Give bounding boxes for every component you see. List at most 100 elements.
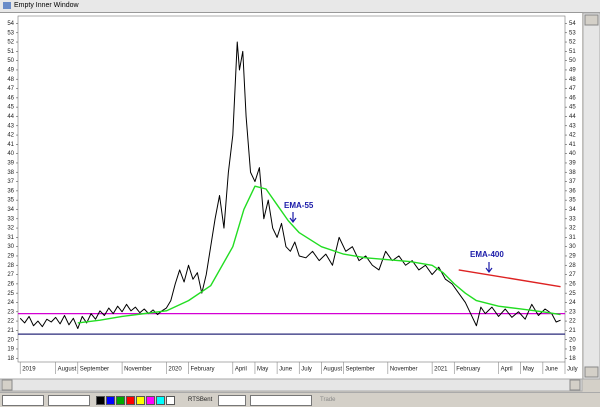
x-tick-label: September <box>346 367 375 373</box>
y-tick-label: 33 <box>7 216 14 222</box>
y-tick-label: 21 <box>7 328 14 334</box>
y-tick-label: 36 <box>569 188 576 194</box>
y-tick-label: 44 <box>569 114 576 120</box>
x-tick-label: June <box>545 367 559 373</box>
y-tick-label: 53 <box>7 30 14 36</box>
y-tick-label: 45 <box>7 105 14 111</box>
y-tick-label: 18 <box>7 356 14 362</box>
y-tick-label: 49 <box>569 68 576 74</box>
y-tick-label: 46 <box>7 95 14 101</box>
y-tick-label: 37 <box>7 179 14 185</box>
y-tick-label: 24 <box>7 300 14 306</box>
y-tick-label: 47 <box>7 86 14 92</box>
series-line <box>77 185 561 324</box>
y-tick-label: 30 <box>7 244 14 250</box>
x-tick-label: 2019 <box>22 367 36 373</box>
y-tick-label: 18 <box>569 356 576 362</box>
y-tick-label: 52 <box>7 40 14 46</box>
y-tick-label: 31 <box>7 235 14 241</box>
y-tick-label: 23 <box>569 309 576 315</box>
y-tick-label: 52 <box>569 40 576 46</box>
y-tick-label: 31 <box>569 235 576 241</box>
y-tick-label: 32 <box>569 226 576 232</box>
y-tick-label: 54 <box>7 21 14 27</box>
y-tick-label: 38 <box>7 170 14 176</box>
x-tick-label: 2021 <box>434 367 448 373</box>
y-tick-label: 34 <box>7 207 14 213</box>
y-tick-label: 53 <box>569 30 576 36</box>
y-tick-label: 32 <box>7 226 14 232</box>
y-tick-label: 28 <box>7 263 14 269</box>
x-tick-label: August <box>323 367 342 373</box>
y-tick-label: 48 <box>7 77 14 83</box>
y-tick-label: 35 <box>569 198 576 204</box>
dropdown[interactable] <box>250 395 312 406</box>
y-tick-label: 43 <box>7 123 14 129</box>
y-tick-label: 20 <box>7 337 14 343</box>
y-tick-label: 46 <box>569 95 576 101</box>
y-tick-label: 23 <box>7 309 14 315</box>
x-tick-label: April <box>501 367 513 373</box>
y-tick-label: 27 <box>7 272 14 278</box>
y-tick-label: 40 <box>7 151 14 157</box>
y-tick-label: 50 <box>569 58 576 64</box>
y-tick-label: 29 <box>7 254 14 260</box>
y-tick-label: 41 <box>7 142 14 148</box>
y-tick-label: 41 <box>569 142 576 148</box>
y-tick-label: 38 <box>569 170 576 176</box>
trade-button[interactable]: Trade <box>320 397 336 403</box>
y-tick-label: 30 <box>569 244 576 250</box>
series-line <box>458 269 561 288</box>
y-tick-label: 51 <box>7 49 14 55</box>
y-tick-label: 36 <box>7 188 14 194</box>
dropdown[interactable] <box>48 395 90 406</box>
x-tick-label: 2020 <box>168 367 182 373</box>
y-tick-label: 42 <box>569 133 576 139</box>
y-tick-label: 47 <box>569 86 576 92</box>
series-line <box>19 41 561 330</box>
x-tick-label: April <box>235 367 247 373</box>
annotation: EMA-400 <box>470 250 504 259</box>
window-title: Empty Inner Window <box>14 2 79 9</box>
toolbar: RTSBent Trade <box>0 392 600 407</box>
y-tick-label: 50 <box>7 58 14 64</box>
x-tick-label: July <box>301 367 312 373</box>
symbol: RTSBent <box>188 397 213 403</box>
y-tick-label: 45 <box>569 105 576 111</box>
y-tick-label: 54 <box>569 21 576 27</box>
x-tick-label: February <box>456 367 480 373</box>
dropdown[interactable] <box>218 395 246 406</box>
y-tick-label: 25 <box>569 291 576 297</box>
y-tick-label: 35 <box>7 198 14 204</box>
x-tick-label: November <box>124 367 152 373</box>
y-tick-label: 28 <box>569 263 576 269</box>
y-tick-label: 24 <box>569 300 576 306</box>
x-tick-label: May <box>523 367 534 373</box>
y-tick-label: 37 <box>569 179 576 185</box>
y-tick-label: 27 <box>569 272 576 278</box>
y-tick-label: 49 <box>7 68 14 74</box>
y-tick-label: 22 <box>7 319 14 325</box>
y-tick-label: 25 <box>7 291 14 297</box>
x-tick-label: June <box>279 367 293 373</box>
title-bar: Empty Inner Window <box>0 0 600 13</box>
y-tick-label: 21 <box>569 328 576 334</box>
y-tick-label: 19 <box>569 347 576 353</box>
y-tick-label: 26 <box>569 281 576 287</box>
y-tick-label: 39 <box>7 161 14 167</box>
x-tick-label: February <box>191 367 215 373</box>
y-tick-label: 20 <box>569 337 576 343</box>
x-tick-label: November <box>390 367 418 373</box>
y-tick-label: 29 <box>569 254 576 260</box>
y-tick-label: 33 <box>569 216 576 222</box>
x-tick-label: May <box>257 367 268 373</box>
x-tick-label: August <box>58 367 77 373</box>
x-tick-label: September <box>80 367 109 373</box>
y-tick-label: 48 <box>569 77 576 83</box>
y-tick-label: 42 <box>7 133 14 139</box>
y-tick-label: 34 <box>569 207 576 213</box>
y-tick-label: 26 <box>7 281 14 287</box>
dropdown[interactable] <box>2 395 44 406</box>
